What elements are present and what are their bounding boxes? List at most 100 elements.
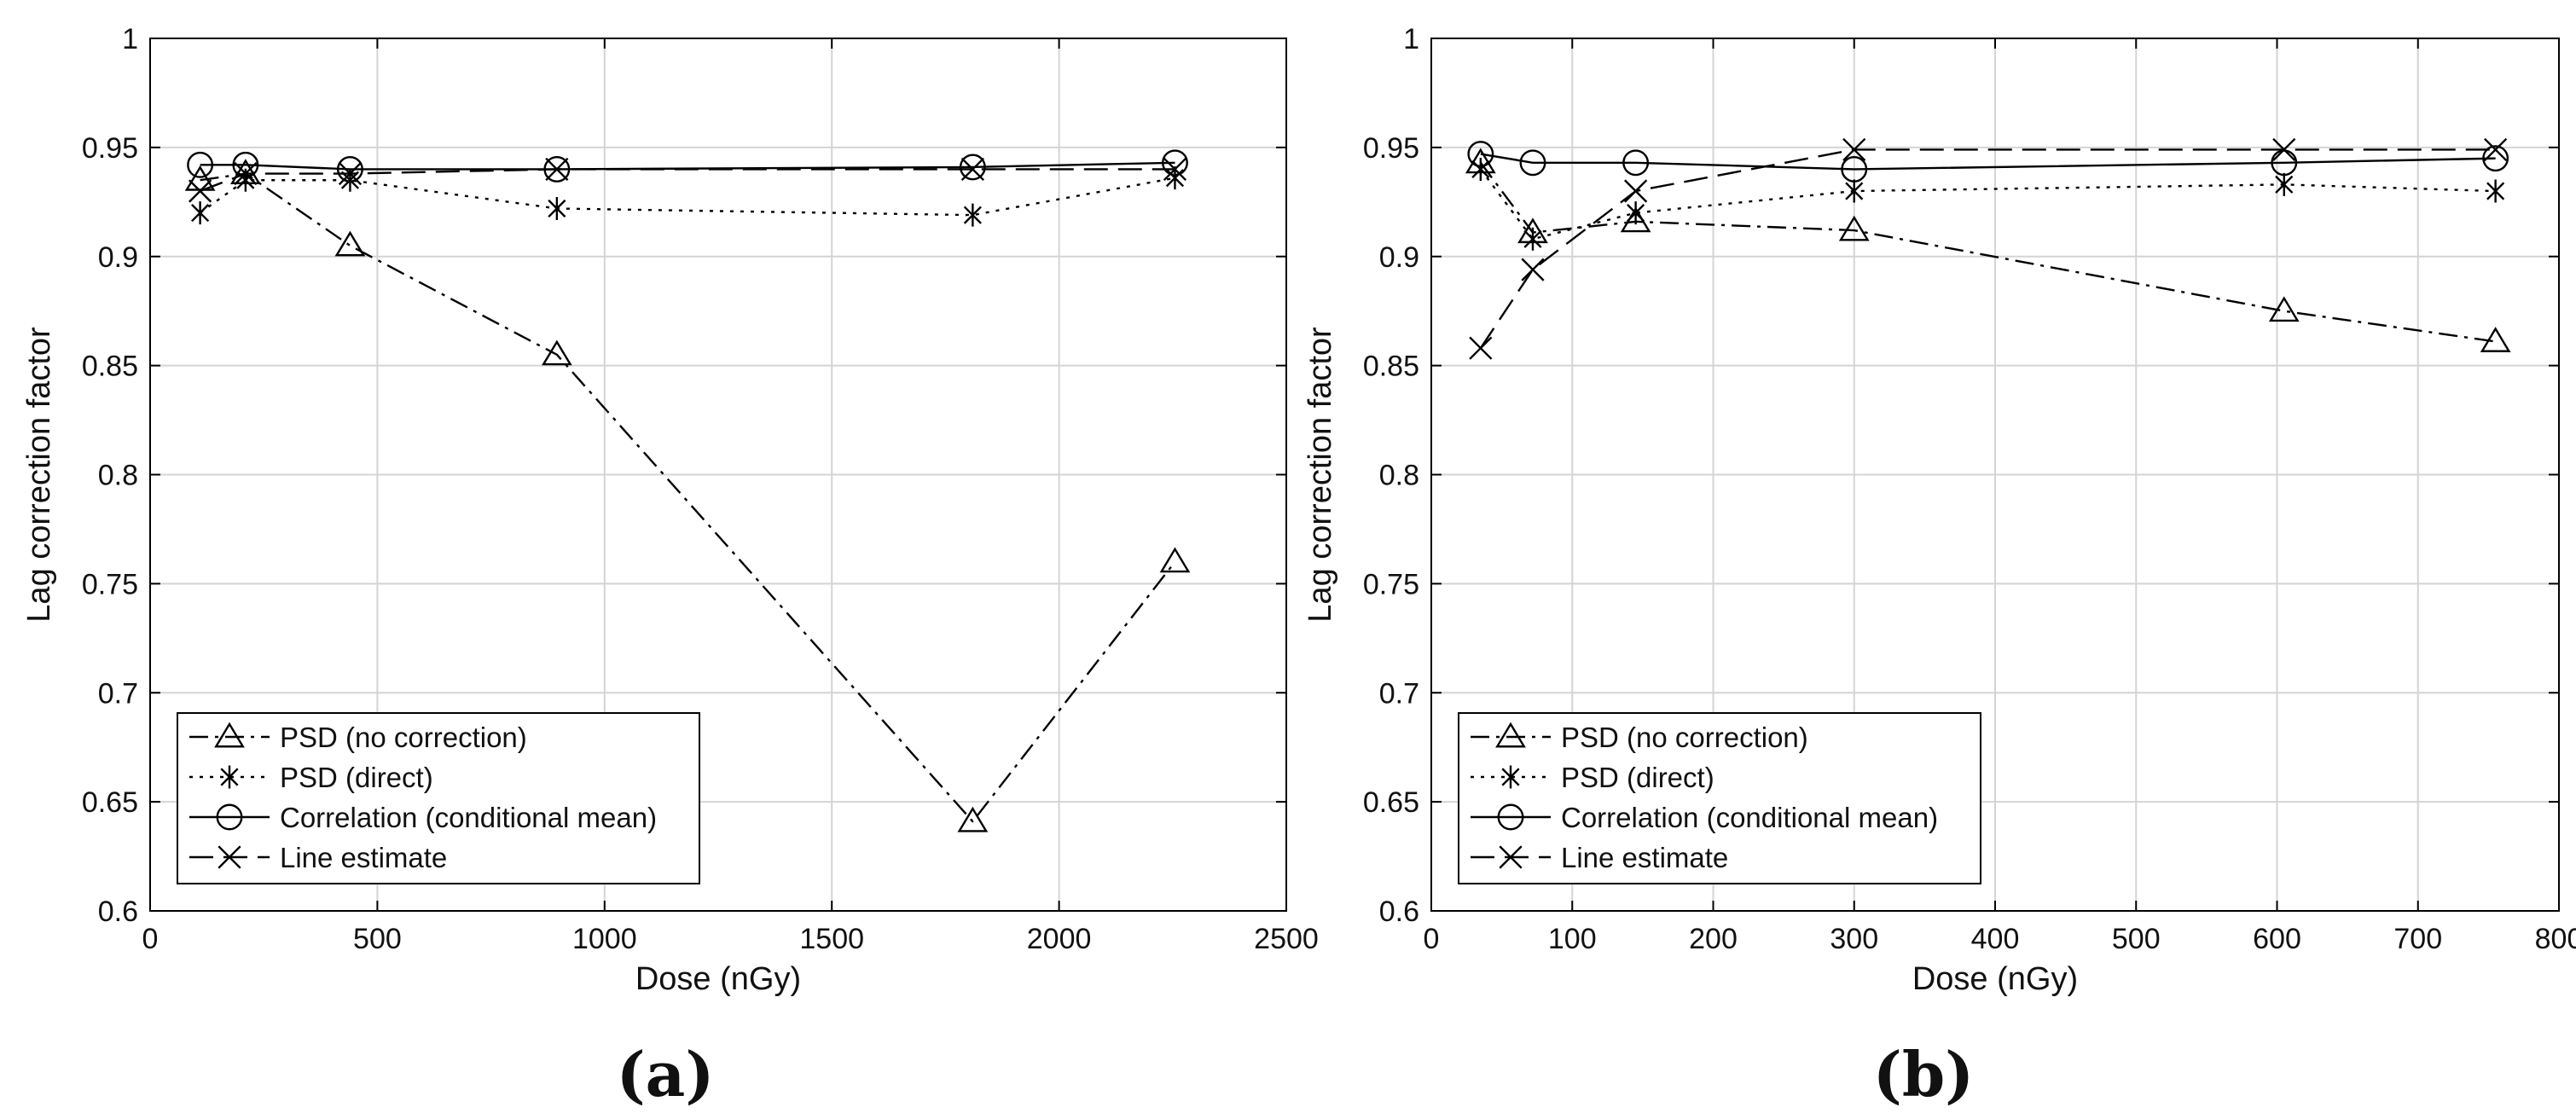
data-point-marker xyxy=(191,201,210,225)
data-point-marker xyxy=(336,155,363,183)
data-point-marker xyxy=(541,339,572,366)
legend-label: PSD (no correction) xyxy=(280,722,527,753)
y-tick-label: 1 xyxy=(1403,23,1419,55)
data-point-marker xyxy=(1627,201,1645,225)
y-tick-label: 0.85 xyxy=(82,351,138,383)
data-point-marker xyxy=(1624,179,1648,203)
data-point-marker xyxy=(234,161,258,186)
legend-label: PSD (no correction) xyxy=(1561,722,1808,753)
chart-panel-b: 0 100 200 300 400 500 600 700 800 0.6 0.65 0.7 0.75 0… xyxy=(1303,23,2576,1110)
series-line xyxy=(199,177,1175,217)
ticks: 0 100 200 300 400 500 600 700 800 0.6 0.65 0.7 0.75 0… xyxy=(1363,23,2576,955)
series-line xyxy=(1479,148,2496,349)
data-point-marker xyxy=(960,157,984,182)
data-point-marker xyxy=(1163,157,1187,182)
legend-marker xyxy=(1501,765,1520,789)
x-axis-label: Dose (nGy) xyxy=(635,961,801,997)
x-tick-label: 100 xyxy=(1548,923,1597,955)
y-tick-label: 0.9 xyxy=(98,241,138,274)
data-point-marker xyxy=(187,151,214,178)
y-tick-label: 1 xyxy=(122,23,138,55)
data-point-marker xyxy=(1841,155,1868,183)
legend-box xyxy=(1458,712,1981,884)
panel-label: (b) xyxy=(1873,1038,1974,1110)
y-axis-label: Lag correction factor xyxy=(1303,327,1338,623)
data-point-marker xyxy=(189,179,212,203)
data-point-marker xyxy=(338,161,363,186)
series-x xyxy=(1469,137,2508,360)
x-tick-label: 1500 xyxy=(799,923,864,955)
series-line xyxy=(1479,162,2496,343)
legend-marker xyxy=(1499,845,1523,869)
data-point-marker xyxy=(1162,149,1188,177)
y-tick-label: 0.95 xyxy=(82,132,138,165)
data-point-marker xyxy=(2486,179,2505,203)
x-tick-label: 400 xyxy=(1971,923,2020,955)
legend-label: PSD (direct) xyxy=(1561,762,1714,793)
y-axis-label: Lag correction factor xyxy=(21,327,57,623)
series-line xyxy=(1479,168,2496,241)
data-point-marker xyxy=(1838,215,1870,241)
legend: PSD (no correction) PSD (direct) Correlati… xyxy=(1458,712,1981,884)
legend-label: PSD (direct) xyxy=(280,762,433,793)
y-tick-label: 0.65 xyxy=(82,786,138,819)
y-tick-label: 0.75 xyxy=(82,568,138,600)
x-tick-label: 300 xyxy=(1830,923,1878,955)
data-point-marker xyxy=(1469,336,1493,360)
data-point-marker xyxy=(957,806,989,832)
legend-label: Correlation (conditional mean) xyxy=(1561,802,1938,833)
y-tick-label: 0.9 xyxy=(1379,241,1419,274)
panel-label: (a) xyxy=(617,1038,715,1110)
series-x xyxy=(189,157,1187,203)
x-tick-label: 1000 xyxy=(572,923,637,955)
data-point-marker xyxy=(2275,172,2294,196)
x-tick-label: 500 xyxy=(2112,923,2161,955)
series-line xyxy=(200,168,1175,193)
legend-box xyxy=(177,712,700,884)
y-tick-label: 0.8 xyxy=(98,460,138,492)
x-tick-label: 700 xyxy=(2393,923,2442,955)
data-point-marker xyxy=(548,196,566,220)
x-tick-label: 2000 xyxy=(1027,923,1092,955)
series-line xyxy=(1480,153,2496,171)
chart-panel-a: 0 500 1000 1500 2000 2500 0.6 0.65 0.7 0.75 0.8 0.8… xyxy=(21,23,1319,1110)
data-point-marker xyxy=(963,203,982,227)
x-tick-label: 200 xyxy=(1689,923,1738,955)
x-tick-label: 0 xyxy=(142,923,159,955)
ticks: 0 500 1000 1500 2000 2500 0.6 0.65 0.7 0.75 0.8 0.8… xyxy=(82,23,1319,955)
data-point-marker xyxy=(545,157,569,182)
data-point-marker xyxy=(2482,145,2509,172)
series-circle xyxy=(1467,141,2509,183)
y-tick-label: 0.95 xyxy=(1363,132,1419,165)
legend-label: Line estimate xyxy=(280,842,447,873)
y-tick-label: 0.7 xyxy=(1379,677,1419,710)
x-tick-label: 600 xyxy=(2253,923,2301,955)
x-tick-label: 2500 xyxy=(1254,923,1319,955)
y-tick-label: 0.75 xyxy=(1363,568,1419,600)
x-axis-label: Dose (nGy) xyxy=(1912,961,2078,997)
y-tick-label: 0.6 xyxy=(98,896,138,928)
data-point-marker xyxy=(1467,141,1494,167)
data-point-marker xyxy=(2484,137,2508,162)
data-point-marker xyxy=(959,154,986,181)
legend-label: Correlation (conditional mean) xyxy=(280,802,657,833)
data-point-marker xyxy=(1622,149,1650,177)
data-point-marker xyxy=(1842,137,1866,162)
data-point-marker xyxy=(1845,179,1864,203)
grid xyxy=(150,38,1286,911)
data-point-marker xyxy=(232,151,259,178)
legend-marker xyxy=(1495,722,1526,748)
y-tick-label: 0.6 xyxy=(1379,896,1419,928)
data-point-marker xyxy=(334,230,366,257)
legend: PSD (no correction) PSD (direct) Correlati… xyxy=(177,712,700,884)
data-point-marker xyxy=(2268,296,2300,322)
legend-marker xyxy=(220,765,239,789)
x-tick-label: 800 xyxy=(2535,923,2576,955)
x-tick-label: 0 xyxy=(1424,923,1440,955)
y-tick-label: 0.85 xyxy=(1363,351,1419,383)
data-point-marker xyxy=(2480,327,2511,352)
legend-marker xyxy=(218,845,241,869)
x-tick-label: 500 xyxy=(353,923,402,955)
data-point-marker xyxy=(1519,149,1546,177)
